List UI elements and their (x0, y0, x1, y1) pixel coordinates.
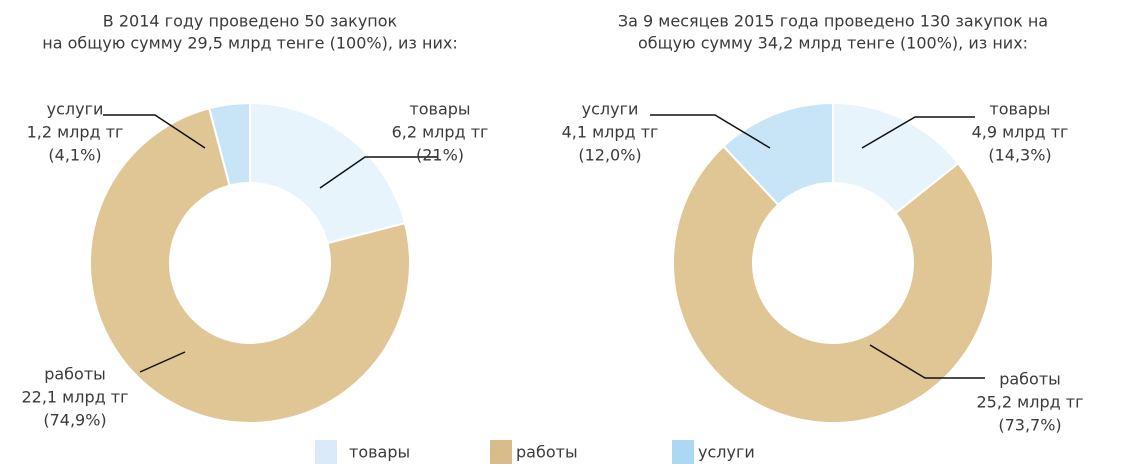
amount-label: 1,2 млрд тг (27, 123, 124, 142)
value-label: (74,9%) (43, 411, 106, 430)
chart-title: За 9 месяцев 2015 года проведено 130 зак… (618, 12, 1048, 31)
value-label: (12,0%) (578, 146, 641, 165)
slice-label: работы (999, 370, 1061, 389)
amount-label: 25,2 млрд тг (976, 393, 1083, 412)
amount-label: 4,1 млрд тг (562, 123, 659, 142)
slice-label: работы (44, 365, 106, 384)
leader-line (319, 156, 438, 189)
slice (208, 101, 251, 187)
legend-label: работы (516, 443, 578, 462)
slice-label: услуги (47, 100, 104, 119)
legend-swatch (672, 440, 694, 464)
value-label: (21%) (416, 146, 464, 165)
legend-label: товары (349, 443, 410, 462)
chart-title: В 2014 году проведено 50 закупок (103, 12, 398, 31)
slice-label: товары (409, 100, 470, 119)
chart-title: на общую сумму 29,5 млрд тенге (100%), и… (42, 34, 457, 53)
slice-label: товары (989, 100, 1050, 119)
leader-line (650, 114, 771, 149)
slice (722, 101, 834, 207)
leader-line (103, 114, 206, 149)
slice (249, 101, 407, 245)
value-label: (4,1%) (48, 146, 101, 165)
slice (89, 107, 411, 424)
value-label: (73,7%) (998, 416, 1061, 435)
amount-label: 6,2 млрд тг (392, 123, 489, 142)
leader-line (861, 116, 975, 149)
legend-label: услуги (698, 443, 755, 462)
chart-title: общую сумму 34,2 млрд тенге (100%), из н… (638, 34, 1028, 53)
slice (672, 144, 994, 424)
leader-line (869, 344, 985, 379)
value-label: (14,3%) (988, 146, 1051, 165)
leader-line (139, 351, 186, 373)
amount-label: 22,1 млрд тг (21, 388, 128, 407)
slice-label: услуги (582, 100, 639, 119)
legend-swatch (490, 440, 512, 464)
legend-swatch (315, 440, 337, 464)
amount-label: 4,9 млрд тг (972, 123, 1069, 142)
